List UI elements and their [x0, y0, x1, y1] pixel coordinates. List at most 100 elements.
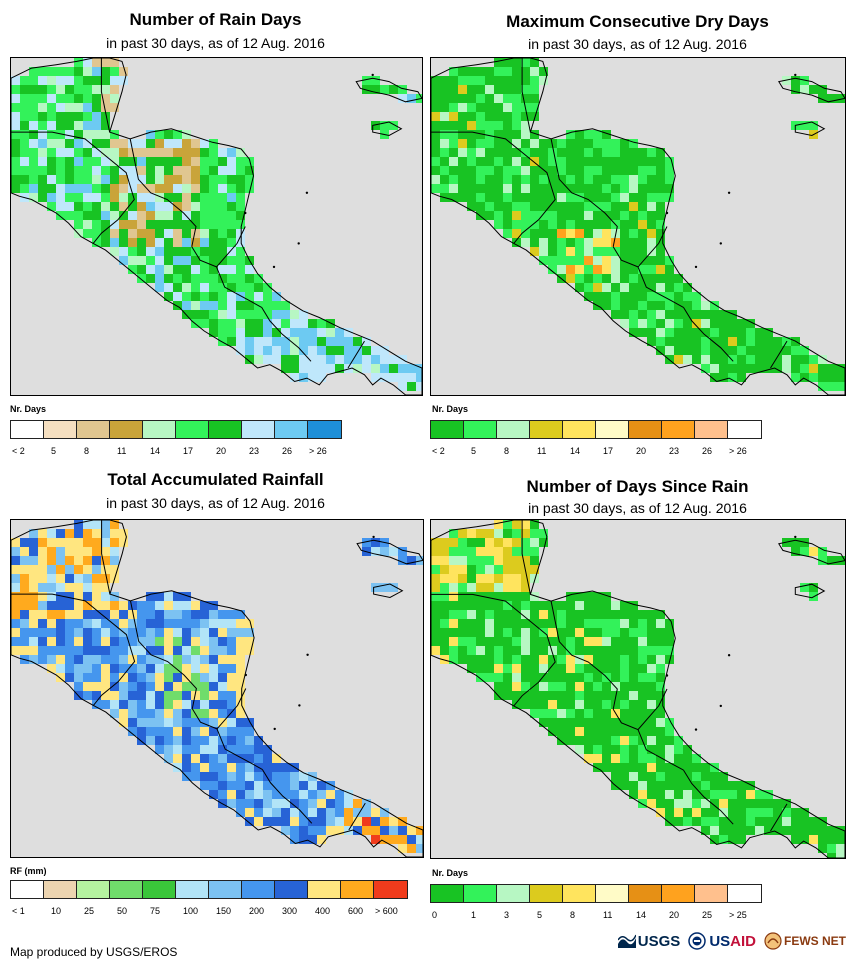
land-cell — [638, 691, 647, 700]
land-cell — [173, 727, 182, 736]
land-cell — [137, 247, 146, 256]
legend-swatch — [176, 421, 209, 438]
land-cell — [476, 655, 485, 664]
land-cell — [809, 826, 818, 835]
land-cell — [209, 727, 218, 736]
land-cell — [728, 808, 737, 817]
land-cell — [245, 763, 254, 772]
legend-swatch — [662, 885, 695, 902]
land-cell — [611, 772, 620, 781]
land-cell — [548, 664, 557, 673]
legend-bar — [10, 420, 342, 439]
land-cell — [110, 700, 119, 709]
land-cell — [416, 556, 423, 565]
land-cell — [647, 283, 656, 292]
land-cell — [218, 247, 227, 256]
land-cell — [458, 67, 467, 76]
land-cell — [566, 229, 575, 238]
land-cell — [38, 85, 47, 94]
land-cell — [656, 148, 665, 157]
land-cell — [728, 364, 737, 373]
land-cell — [809, 547, 818, 556]
country-border — [683, 769, 734, 825]
land-cell — [638, 310, 647, 319]
land-cell — [38, 538, 47, 547]
land-cell — [299, 799, 308, 808]
land-cell — [485, 175, 494, 184]
land-cell — [602, 265, 611, 274]
land-cell — [326, 364, 335, 373]
land-cell — [800, 835, 809, 844]
land-cell — [440, 130, 449, 139]
land-cell — [20, 166, 29, 175]
land-cell — [548, 166, 557, 175]
land-cell — [101, 529, 110, 538]
land-cell — [236, 283, 245, 292]
land-cell — [827, 844, 836, 853]
land-cell — [611, 148, 620, 157]
land-cell — [458, 529, 467, 538]
land-cell — [701, 346, 710, 355]
land-cell — [503, 148, 512, 157]
land-cell — [362, 355, 371, 364]
land-cell — [245, 628, 254, 637]
land-cell — [227, 673, 236, 682]
land-cell — [263, 328, 272, 337]
land-cell — [584, 637, 593, 646]
land-cell — [182, 229, 191, 238]
land-cell — [65, 583, 74, 592]
island-marker — [694, 728, 698, 731]
land-cell — [47, 547, 56, 556]
country-border — [129, 138, 197, 247]
land-cell — [407, 382, 416, 391]
land-cell — [458, 574, 467, 583]
land-cell — [647, 799, 656, 808]
land-cell — [290, 781, 299, 790]
land-cell — [647, 736, 656, 745]
land-cell — [227, 745, 236, 754]
land-cell — [593, 736, 602, 745]
land-cell — [200, 202, 209, 211]
land-cell — [575, 211, 584, 220]
land-cell — [656, 619, 665, 628]
land-cell — [191, 754, 200, 763]
land-cell — [182, 736, 191, 745]
land-cell — [227, 709, 236, 718]
land-cell — [209, 736, 218, 745]
country-border — [216, 728, 263, 770]
land-cell — [371, 808, 380, 817]
land-cell — [218, 673, 227, 682]
land-cell — [245, 772, 254, 781]
land-cell — [512, 202, 521, 211]
land-cell — [638, 628, 647, 637]
land-cell — [530, 175, 539, 184]
land-cell — [101, 700, 110, 709]
land-cell — [65, 94, 74, 103]
land-cell — [272, 754, 281, 763]
land-cell — [209, 301, 218, 310]
land-cell — [584, 628, 593, 637]
land-cell — [557, 202, 566, 211]
land-cell — [119, 610, 128, 619]
land-cell — [575, 628, 584, 637]
land-cell — [476, 538, 485, 547]
land-cell — [299, 817, 308, 826]
land-cell — [539, 700, 548, 709]
land-cell — [38, 175, 47, 184]
land-cell — [620, 283, 629, 292]
land-cell — [485, 112, 494, 121]
land-cell — [539, 184, 548, 193]
land-cell — [656, 220, 665, 229]
land-cell — [119, 175, 128, 184]
land-cell — [83, 664, 92, 673]
land-cell — [191, 673, 200, 682]
land-cell — [65, 130, 74, 139]
land-cell — [47, 601, 56, 610]
land-cell — [101, 664, 110, 673]
land-cell — [449, 148, 458, 157]
land-cell — [83, 94, 92, 103]
land-cell — [380, 808, 389, 817]
land-cell — [110, 538, 119, 547]
land-cell — [38, 157, 47, 166]
panel-title: Total Accumulated Rainfall — [107, 470, 324, 489]
